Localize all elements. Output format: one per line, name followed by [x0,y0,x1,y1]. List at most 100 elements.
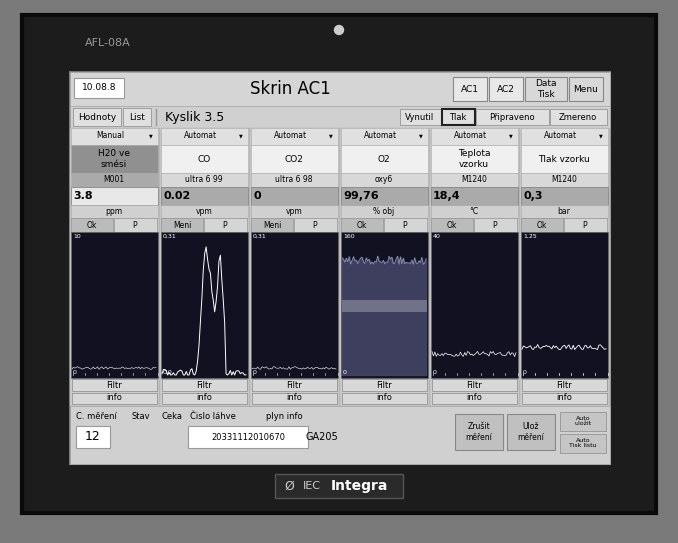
Text: 0: 0 [523,370,527,375]
Text: M1240: M1240 [551,174,577,184]
Text: 12: 12 [85,431,101,444]
Text: Vynutil: Vynutil [405,112,435,122]
Bar [432,379,517,391]
Text: Filtr: Filtr [466,381,482,389]
Text: Filtr: Filtr [556,381,572,389]
Text: P: P [313,220,317,230]
Bar [550,109,607,125]
Bar [340,128,429,406]
Bar [569,77,603,101]
Text: Automat: Automat [544,131,576,141]
Text: Stav: Stav [132,412,151,421]
Text: CO2: CO2 [285,155,304,163]
Bar [431,232,518,378]
Text: plyn info: plyn info [266,412,302,421]
Bar [252,393,337,404]
Bar [76,426,110,448]
Text: Automat: Automat [184,131,216,141]
Bar [560,412,606,431]
Text: Meni: Meni [263,220,281,230]
Bar [474,218,517,232]
Bar [70,406,610,464]
Text: Hodnoty: Hodnoty [78,112,116,122]
Bar [384,218,427,232]
Text: ▼: ▼ [329,134,333,138]
Bar [251,173,338,187]
Bar [341,205,428,218]
Text: 99,76: 99,76 [343,191,378,201]
Text: P: P [493,220,497,230]
Bar [442,109,475,125]
Bar [431,145,518,173]
Text: 20331112010670: 20331112010670 [211,433,285,441]
Bar [522,393,607,404]
Bar [162,393,247,404]
Text: ppm: ppm [106,206,123,216]
Bar [114,218,157,232]
Text: M1240: M1240 [461,174,487,184]
Text: ▼: ▼ [149,134,153,138]
Text: 0,31: 0,31 [253,234,266,239]
Text: 0,0: 0,0 [163,370,173,375]
Text: 0: 0 [73,370,77,375]
Bar [431,187,518,205]
Text: info: info [196,394,212,402]
Bar [161,218,203,232]
Bar [70,128,159,406]
Bar [161,173,248,187]
Bar [71,187,158,205]
Bar [71,218,113,232]
Text: info: info [106,394,122,402]
Text: List: List [129,112,145,122]
Bar [160,128,249,406]
Text: Čislo láhve: Čislo láhve [190,412,236,421]
Bar [341,218,383,232]
Bar [123,108,151,126]
Text: GA205: GA205 [306,432,338,442]
Bar [341,173,428,187]
Bar [342,393,427,404]
Text: bar: bar [557,206,570,216]
Text: IEC: IEC [303,481,321,491]
Text: H20 ve
smési: H20 ve smési [98,149,130,169]
Text: Manual: Manual [96,131,124,141]
Text: info: info [556,394,572,402]
Text: O2: O2 [378,155,391,163]
Bar [71,205,158,218]
Text: M001: M001 [104,174,125,184]
Bar [455,414,503,450]
Bar [161,232,248,378]
Text: ultra 6 99: ultra 6 99 [185,174,223,184]
Bar [341,232,428,378]
Bar [162,379,247,391]
Text: 0,3: 0,3 [523,191,542,201]
Text: 0.02: 0.02 [163,191,191,201]
Bar [521,128,608,145]
Text: Ø: Ø [284,479,294,493]
Bar [250,128,339,406]
Bar [251,187,338,205]
Bar [161,205,248,218]
Text: Ok: Ok [537,220,547,230]
Text: Ok: Ok [357,220,367,230]
Bar [341,187,428,205]
Bar [522,379,607,391]
Bar [431,128,518,145]
Text: 0: 0 [253,370,257,375]
Text: ▼: ▼ [509,134,513,138]
Text: Auto
Tisk listu: Auto Tisk listu [570,438,597,449]
Bar [453,77,487,101]
Bar [73,108,121,126]
Bar [275,474,403,498]
Text: Auto
uložit: Auto uložit [574,415,592,426]
Bar [560,434,606,453]
Bar [521,232,608,378]
Text: Skrin AC1: Skrin AC1 [250,80,330,98]
Text: Automat: Automat [273,131,306,141]
Bar [204,218,247,232]
Text: 1,25: 1,25 [523,234,537,239]
Text: P: P [403,220,407,230]
Text: ▼: ▼ [239,134,243,138]
Bar [521,173,608,187]
Bar [251,218,293,232]
